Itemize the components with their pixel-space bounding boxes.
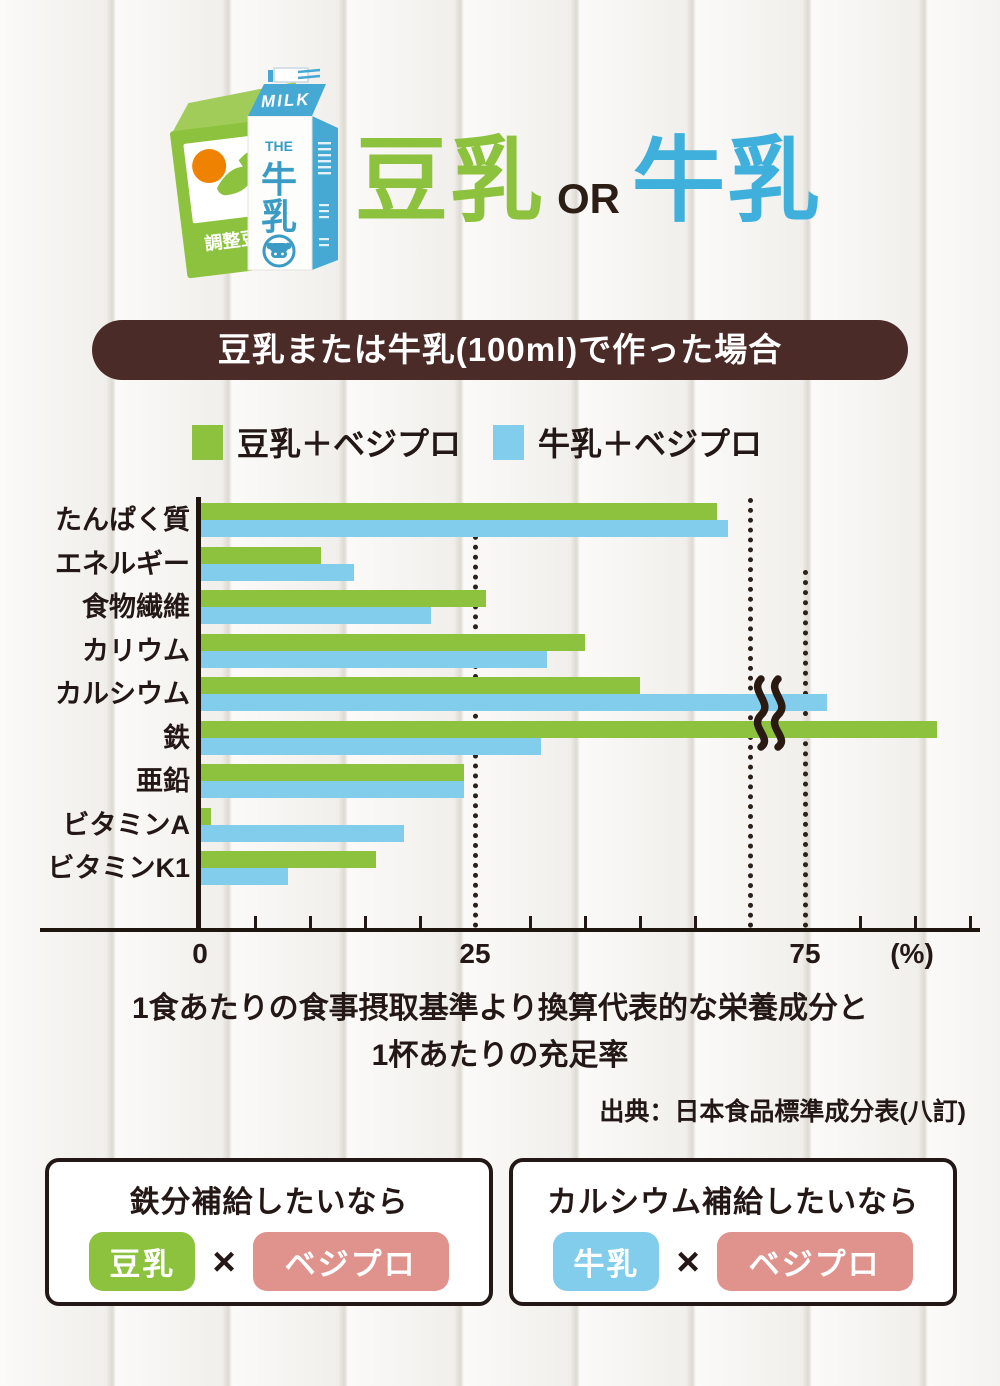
title-soy: 豆乳 (355, 129, 545, 233)
dotted-guide-75pct (803, 570, 808, 928)
reco-box-calcium: カルシウム補給したいなら 牛乳 × ベジプロ (509, 1158, 957, 1306)
pill-milk: 牛乳 (553, 1232, 660, 1291)
bar-soy (200, 677, 640, 694)
category-label: エネルギー (55, 548, 190, 579)
bar-soy (200, 503, 717, 520)
bar-soy (200, 851, 376, 868)
axis-tick-label: (%) (890, 938, 934, 969)
milk-the-text: THE (265, 138, 293, 154)
page-title: 豆乳 OR 牛乳 (355, 106, 820, 284)
legend-swatch-milk (493, 424, 525, 460)
reco-title-iron: 鉄分補給したいなら (129, 1186, 409, 1219)
bar-soy (200, 807, 211, 825)
category-label: カルシウム (55, 679, 190, 709)
caption-line-1: 1食あたりの食事摂取基準より換算代表的な栄養成分と (131, 992, 869, 1025)
bar-milk (200, 694, 827, 711)
category-label: 鉄 (163, 722, 190, 753)
bar-milk (200, 781, 464, 798)
axis-tick (638, 916, 642, 928)
milk-top-text: MILK (260, 90, 310, 112)
chart-legend: 豆乳＋ベジプロ 牛乳＋ベジプロ (192, 419, 762, 465)
axis-tick (858, 916, 862, 928)
multiply-icon: × (676, 1239, 700, 1284)
title-milk: 牛乳 (632, 129, 822, 233)
milk-carton-roof (248, 84, 326, 116)
category-label: たんぱく質 (55, 505, 190, 535)
bar-soy (200, 764, 464, 781)
dotted-guide-50pct (748, 498, 753, 928)
reco-title-calcium: カルシウム補給したいなら (547, 1186, 919, 1219)
bar-milk (200, 650, 547, 668)
pill-soymilk: 豆乳 (89, 1232, 196, 1291)
legend-label-soy: 豆乳＋ベジプロ (237, 426, 462, 462)
bar-milk (200, 607, 431, 624)
axis-break-icon (753, 675, 786, 751)
milk-cartons-illustration: 調整豆乳 MILK THE 牛 乳 (170, 67, 338, 279)
axis-tick (968, 916, 972, 928)
soybean-leaf-icon (216, 166, 255, 196)
axis-tick (253, 916, 257, 928)
bar-milk (200, 824, 404, 842)
bar-milk (200, 520, 728, 537)
milk-kanji-1: 牛 (261, 159, 297, 200)
axis-tick-label: 0 (192, 938, 208, 969)
axis-tick (583, 916, 587, 928)
reco-box-iron: 鉄分補給したいなら 豆乳 × ベジプロ (45, 1158, 493, 1306)
milk-kanji-2: 乳 (261, 196, 297, 237)
bar-soy (200, 546, 321, 564)
axis-tick-label: 25 (459, 938, 491, 969)
axis-tick (308, 916, 312, 928)
recommendation-boxes: 鉄分補給したいなら 豆乳 × ベジプロ カルシウム補給したいなら 牛乳 × ベジ… (45, 1158, 957, 1306)
condition-banner: 豆乳または牛乳(100ml)で作った場合 (92, 320, 908, 380)
caption-line-2: 1杯あたりの充足率 (371, 1038, 629, 1072)
axis-tick-label: 75 (789, 938, 821, 969)
axis-tick (418, 916, 422, 928)
pill-vegipro-1: ベジプロ (252, 1232, 449, 1291)
chart-caption: 1食あたりの食事摂取基準より換算代表的な栄養成分と 1杯あたりの充足率 (0, 986, 1000, 1079)
bar-soy (200, 590, 486, 607)
cow-icon (262, 234, 296, 268)
category-label: カリウム (82, 635, 190, 666)
bar-soy (200, 633, 585, 651)
sun-icon (192, 149, 227, 184)
axis-tick (913, 916, 917, 928)
title-or: OR (557, 175, 620, 222)
legend-item-milk: 牛乳＋ベジプロ (493, 419, 762, 465)
dotted-guide-25pct (473, 505, 478, 928)
milk-carton-spout (268, 70, 273, 82)
bar-milk (200, 737, 541, 755)
category-label: ビタミンK1 (47, 853, 190, 883)
bar-soy (200, 720, 937, 738)
milk-side-stripes (318, 142, 331, 247)
bar-milk (200, 868, 288, 885)
x-axis (40, 928, 980, 932)
category-label: 亜鉛 (136, 766, 190, 796)
milk-carton-icon: MILK THE 牛 乳 (247, 67, 338, 271)
legend-label-milk: 牛乳＋ベジプロ (538, 426, 763, 462)
data-source: 出典：日本食品標準成分表(八訂) (599, 1098, 966, 1126)
pill-vegipro-2: ベジプロ (716, 1232, 913, 1291)
bar-milk (200, 563, 354, 581)
y-axis (196, 497, 201, 932)
category-label: 食物繊維 (82, 592, 190, 622)
legend-swatch-soy (192, 424, 223, 460)
axis-tick (363, 916, 367, 928)
multiply-icon: × (212, 1239, 236, 1284)
legend-item-soy: 豆乳＋ベジプロ (192, 419, 461, 465)
axis-tick (528, 916, 532, 928)
category-label: ビタミンA (62, 809, 191, 840)
axis-tick (693, 916, 697, 928)
